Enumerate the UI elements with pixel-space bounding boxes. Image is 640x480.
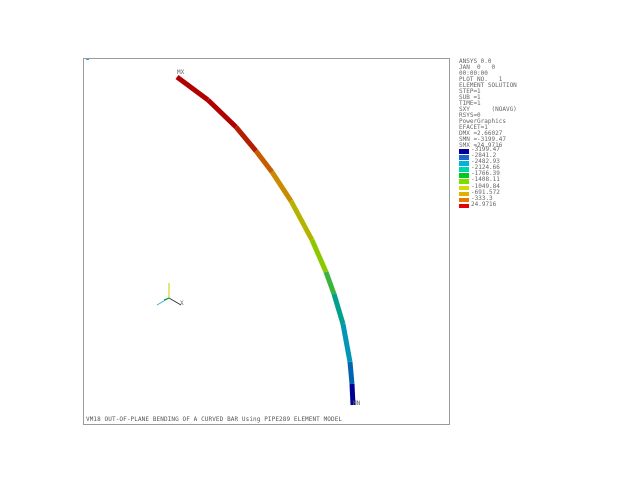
axis-triad	[156, 283, 182, 306]
legend-swatch	[459, 179, 469, 185]
bar-segment	[269, 170, 294, 203]
axis-x-label: X	[180, 300, 184, 307]
info-line: ANSYS 0.0	[459, 58, 492, 65]
bar-segment	[309, 238, 329, 274]
info-line: 00:00:00	[459, 70, 488, 77]
info-line: TIME=1	[459, 100, 481, 107]
info-line: STEP=1	[459, 88, 481, 95]
legend-swatch	[459, 197, 469, 203]
legend-swatch	[459, 167, 469, 172]
info-line: EFACET=1	[459, 124, 488, 131]
graphics-viewport[interactable]	[83, 58, 450, 425]
info-line: RSYS=0	[459, 112, 481, 119]
legend-swatch	[459, 191, 469, 197]
bar-segment	[349, 383, 356, 406]
max-label: MX	[177, 69, 185, 76]
bar-segment	[288, 199, 315, 242]
legend-label: -2482.93	[471, 158, 500, 166]
legend-label: -2124.66	[471, 164, 500, 172]
min-label: MN	[353, 400, 361, 407]
plot-caption: VM18 OUT-OF-PLANE BENDING OF A CURVED BA…	[86, 416, 343, 423]
bar-segment	[340, 323, 353, 363]
bar-segment	[206, 98, 238, 129]
legend-label: -1408.11	[471, 176, 500, 184]
info-line: SUB =1	[459, 94, 481, 101]
info-line: SMX =24.9716	[459, 142, 503, 149]
legend-label: -1766.39	[471, 170, 500, 178]
info-line: SXY (NOAVG)	[459, 106, 517, 113]
bar-segment	[323, 271, 337, 295]
viewport-corner-mark	[86, 59, 89, 60]
legend-swatch	[459, 155, 469, 160]
legend-swatch	[459, 203, 469, 209]
info-line: PLOT NO. 1	[459, 76, 503, 83]
legend-label: -333.3	[471, 194, 493, 202]
legend-label: -691.572	[471, 188, 500, 196]
info-line: DMX =2.66027	[459, 130, 503, 137]
legend-swatch	[459, 161, 469, 166]
info-line: PowerGraphics	[459, 118, 506, 125]
legend-label: -3199.47	[471, 146, 500, 153]
info-line: ELEMENT SOLUTION	[459, 82, 517, 89]
info-line: SMN =-3199.47	[459, 136, 506, 143]
legend-swatch	[459, 185, 469, 191]
bar-segment	[347, 361, 355, 385]
legend-label: -2841.2	[471, 152, 497, 160]
legend-label: 24.9716	[471, 200, 497, 208]
legend-label: -1049.84	[471, 182, 500, 190]
bar-segment	[254, 149, 274, 174]
legend-swatch	[459, 173, 469, 178]
info-line: JAN 0 0	[459, 64, 496, 71]
legend-swatch	[459, 149, 469, 154]
plot-info-panel: ANSYS 0.0 JAN 0 0 00:00:00 PLOT NO. 1 EL…	[459, 59, 517, 149]
bar-segment	[175, 74, 210, 103]
bar-segment	[331, 293, 346, 325]
bar-segment	[234, 125, 258, 153]
